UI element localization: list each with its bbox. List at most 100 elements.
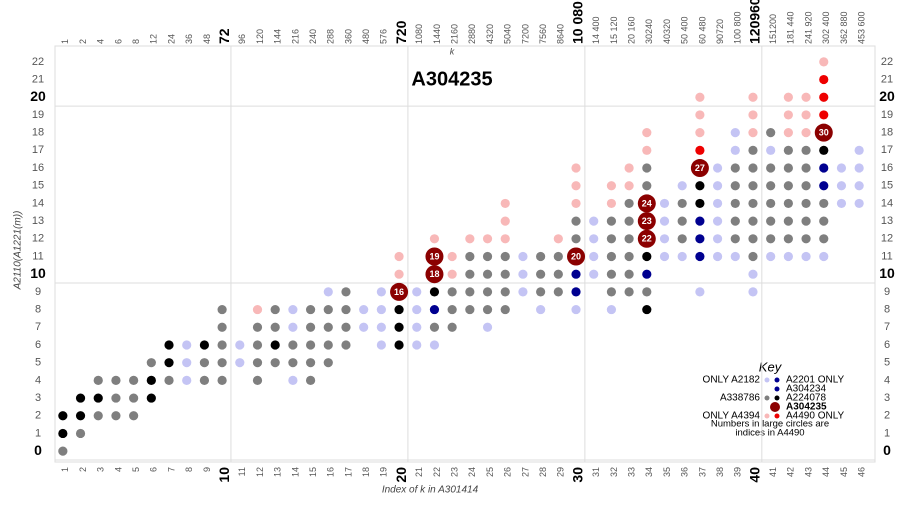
dot: [695, 92, 705, 102]
big-dot: [567, 247, 586, 266]
dot: [553, 287, 563, 297]
top-tick-label: 20 160: [626, 16, 636, 44]
dot: [571, 304, 581, 315]
y-tick-label: 15: [32, 180, 44, 192]
dot: [642, 181, 652, 191]
x-tick-label: 28: [538, 467, 548, 477]
dot: [748, 234, 758, 244]
x-tick-label: 46: [857, 467, 867, 477]
dot: [819, 163, 829, 173]
top-tick-label: 2880: [467, 24, 477, 44]
dot: [111, 393, 121, 403]
dot: [341, 322, 351, 332]
dot: [164, 358, 174, 368]
dot: [659, 234, 670, 244]
top-tick-label: 7560: [538, 24, 548, 44]
x-tick-label: 41: [768, 467, 778, 477]
dot: [819, 216, 829, 226]
dot: [819, 57, 829, 67]
dot: [766, 128, 776, 138]
big-dot: [690, 159, 709, 178]
dot: [606, 287, 617, 297]
dot: [571, 198, 581, 209]
dot: [854, 198, 864, 209]
dot: [412, 287, 422, 297]
dot: [429, 340, 440, 350]
top-tick-label: 360: [343, 29, 353, 44]
dot: [606, 251, 617, 262]
dot: [748, 251, 758, 262]
dot: [129, 411, 139, 421]
y-tick-label: 21: [32, 73, 44, 85]
dot: [748, 128, 758, 138]
dot: [730, 145, 740, 155]
dot: [748, 287, 758, 297]
dot: [836, 163, 847, 173]
dot: [712, 251, 723, 262]
dot: [305, 358, 316, 368]
dot: [730, 198, 740, 209]
y-tick-label-right: 21: [881, 73, 893, 85]
x-tick-label: 1: [60, 467, 70, 472]
top-tick-label: 90720: [715, 19, 725, 44]
y-tick-label: 16: [32, 162, 44, 174]
dot: [553, 234, 563, 244]
x-tick-label: 27: [520, 467, 530, 477]
dot: [624, 251, 634, 262]
dot: [465, 304, 475, 315]
dot: [93, 393, 103, 403]
x-tick-label: 10: [216, 467, 232, 483]
dot: [589, 269, 599, 279]
dot: [783, 216, 793, 226]
y-tick-label: 3: [35, 392, 41, 404]
legend-label: ONLY A4394: [703, 411, 761, 422]
dot: [235, 358, 245, 368]
dot: [836, 181, 847, 191]
dot: [394, 269, 404, 279]
top-tick-label: 6: [113, 39, 123, 44]
legend-label: A224078: [786, 393, 826, 404]
dot: [624, 287, 634, 297]
dot: [394, 340, 404, 350]
top-tick-label: 72: [216, 28, 232, 44]
y-tick-label: 14: [32, 197, 44, 209]
dot: [819, 181, 829, 191]
dot: [252, 304, 263, 315]
dot: [323, 358, 333, 368]
dot: [305, 304, 316, 315]
top-tick-label: 100 800: [733, 11, 743, 44]
top-tick-label: 2: [78, 39, 88, 44]
dot: [606, 216, 617, 226]
x-tick-label: 7: [166, 467, 176, 472]
dot: [58, 428, 68, 439]
chart-title: A304235: [411, 68, 492, 90]
y-tick-label-right: 0: [883, 442, 891, 458]
top-tick-label: 453 600: [857, 11, 867, 44]
dot: [624, 216, 634, 226]
top-tick-label: 181 440: [786, 11, 796, 44]
dot: [536, 287, 546, 297]
top-tick-label: 12: [149, 34, 159, 44]
y-tick-label: 9: [35, 286, 41, 298]
top-tick-label: 4320: [485, 24, 495, 44]
legend-marker: [774, 395, 780, 401]
x-tick-label: 39: [733, 467, 743, 477]
y-tick-label: 11: [32, 250, 43, 262]
dot: [482, 322, 493, 332]
dot: [695, 198, 705, 209]
y-tick-label-right: 14: [881, 197, 893, 209]
dot: [429, 322, 440, 332]
x-tick-label: 3: [96, 467, 106, 472]
dot: [766, 234, 776, 244]
y-tick-label-right: 15: [881, 180, 893, 192]
x-tick-label: 30: [570, 467, 586, 483]
legend-label: A304234: [786, 384, 826, 395]
dot: [606, 304, 617, 315]
dot: [500, 198, 510, 209]
legend-label: A338786: [720, 393, 760, 404]
dot: [819, 198, 829, 209]
dot: [518, 251, 528, 262]
dot: [394, 304, 404, 315]
dot: [642, 251, 652, 262]
